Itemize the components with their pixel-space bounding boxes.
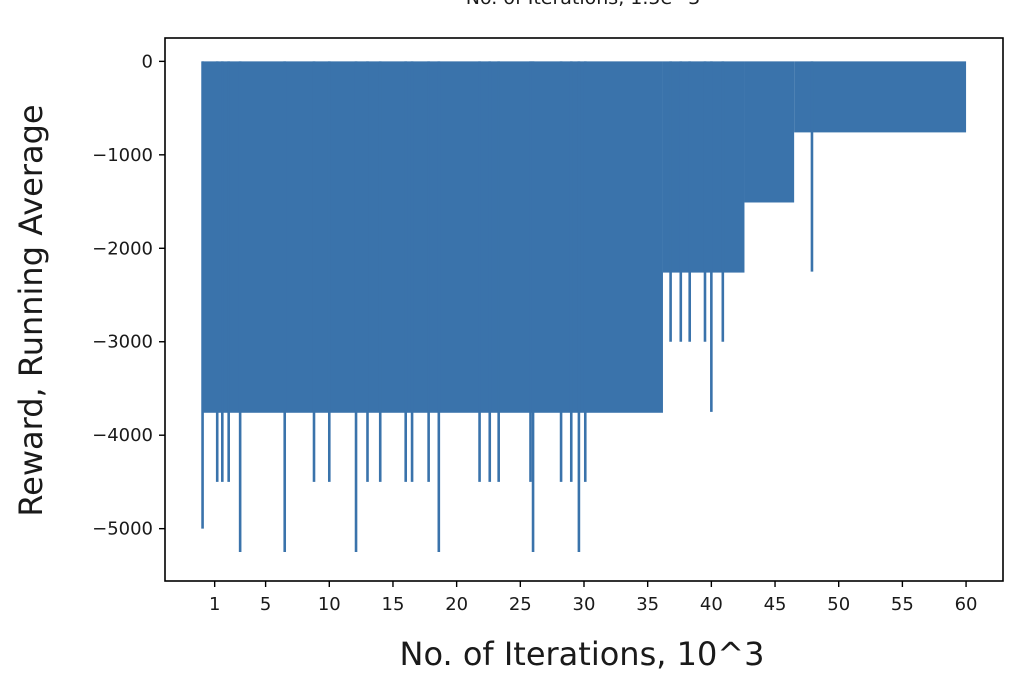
x-tick-label: 50 — [827, 594, 850, 615]
y-axis: 0 −1000 −2000 −3000 −4000 −5000 — [92, 51, 165, 540]
y-tick-label: −3000 — [92, 332, 153, 353]
x-tick-label: 60 — [955, 594, 978, 615]
x-tick-label: 5 — [260, 594, 271, 615]
x-tick-label: 45 — [764, 594, 787, 615]
x-axis-title: No. of Iterations, 10^3 — [400, 635, 765, 673]
x-tick-label: 35 — [636, 594, 659, 615]
x-tick-label: 55 — [891, 594, 914, 615]
chart-title: No. of Iterations, 1.5e^3 — [466, 0, 700, 9]
y-tick-label: −5000 — [92, 519, 153, 540]
y-tick-label: 0 — [142, 51, 153, 72]
x-tick-label: 30 — [573, 594, 596, 615]
x-tick-label: 20 — [445, 594, 468, 615]
y-tick-label: −1000 — [92, 145, 153, 166]
x-tick-label: 1 — [209, 594, 220, 615]
y-tick-label: −4000 — [92, 425, 153, 446]
plot-area — [201, 61, 967, 553]
x-tick-label: 40 — [700, 594, 723, 615]
x-tick-label: 15 — [382, 594, 405, 615]
x-tick-label: 10 — [318, 594, 341, 615]
x-tick-label: 25 — [509, 594, 532, 615]
series-0 — [201, 61, 967, 553]
series-band-0 — [201, 61, 663, 413]
x-axis: 1 5 10 15 20 25 30 35 40 45 50 55 60 — [209, 581, 978, 615]
series-band-3 — [794, 61, 967, 133]
y-axis-title: Reward, Running Average — [12, 104, 50, 516]
series-band-2 — [744, 61, 795, 203]
y-tick-label: −2000 — [92, 238, 153, 259]
